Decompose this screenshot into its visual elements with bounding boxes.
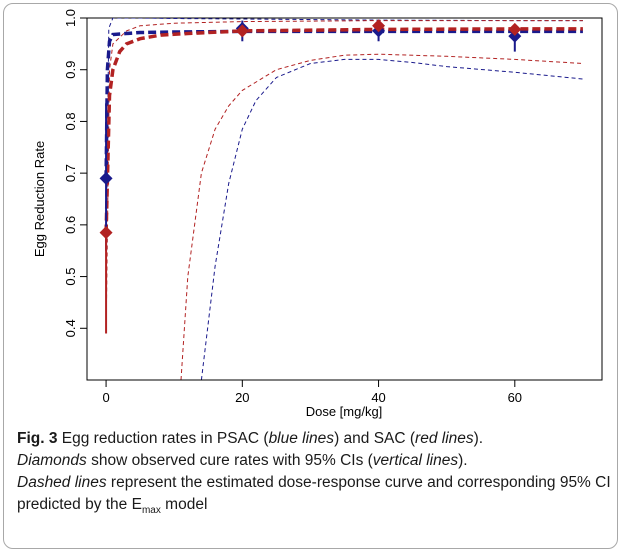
caption-subscript: max	[141, 505, 161, 517]
sac-ci-upper-curve	[105, 20, 583, 334]
caption-diamonds: Diamonds	[17, 452, 87, 469]
sac-observed-diamond	[99, 226, 113, 240]
caption-text-5: ).	[458, 452, 468, 469]
y-tick-label: 0.6	[63, 216, 78, 234]
x-tick-label: 60	[508, 390, 522, 405]
psac-observed-diamond	[508, 29, 522, 43]
caption-dashed-lines: Dashed lines	[17, 474, 107, 491]
caption-text-4: show observed cure rates with 95% CIs (	[86, 452, 373, 469]
y-tick-label: 0.4	[63, 319, 78, 337]
plot-area	[86, 17, 603, 381]
x-axis-label: Dose [mg/kg]	[306, 404, 383, 419]
y-tick-label: 0.5	[63, 268, 78, 286]
sac-observed-diamond	[508, 22, 522, 36]
sac-ci-lower-curve	[180, 53, 583, 380]
psac-observed-diamond	[99, 171, 113, 185]
caption-text-1: Egg reduction rates in PSAC (	[57, 430, 269, 447]
psac-ci-lower-curve	[200, 58, 583, 380]
caption-vertical-lines: vertical lines	[372, 452, 459, 469]
figure-caption: Fig. 3 Egg reduction rates in PSAC (blue…	[17, 428, 612, 516]
x-tick-label: 20	[235, 390, 249, 405]
psac-fit-curve	[104, 29, 583, 179]
caption-figure-label: Fig. 3	[17, 430, 58, 447]
psac-ci-upper-curve	[105, 18, 583, 251]
caption-text-6: represent the estimated dose-response cu…	[17, 474, 611, 513]
caption-red-lines: red lines	[415, 430, 474, 447]
x-tick-label: 40	[371, 390, 385, 405]
y-tick-label: 0.8	[63, 112, 78, 130]
caption-blue-lines: blue lines	[268, 430, 335, 447]
series-layer	[99, 18, 583, 380]
y-tick-label: 1.0	[63, 9, 78, 27]
x-tick-label: 0	[102, 390, 109, 405]
sac-observed-diamond	[372, 19, 386, 33]
caption-text-3: ).	[473, 430, 484, 447]
caption-text-7: model	[160, 496, 208, 513]
caption-text-2: ) and SAC (	[334, 430, 416, 447]
y-tick-label: 0.9	[63, 61, 78, 79]
axes-layer: 0 20 40 60 0.4 0.5 0.6 0.7 0.8 0.9 1.0	[63, 9, 522, 405]
dose-response-chart: 0 20 40 60 0.4 0.5 0.6 0.7 0.8 0.9 1.0 Dose [mg/kg…	[32, 9, 603, 419]
sac-observed-diamond	[235, 24, 249, 38]
y-axis-label: Egg Reduction Rate	[32, 141, 47, 257]
sac-fit-curve	[104, 27, 583, 233]
y-tick-label: 0.7	[63, 164, 78, 182]
